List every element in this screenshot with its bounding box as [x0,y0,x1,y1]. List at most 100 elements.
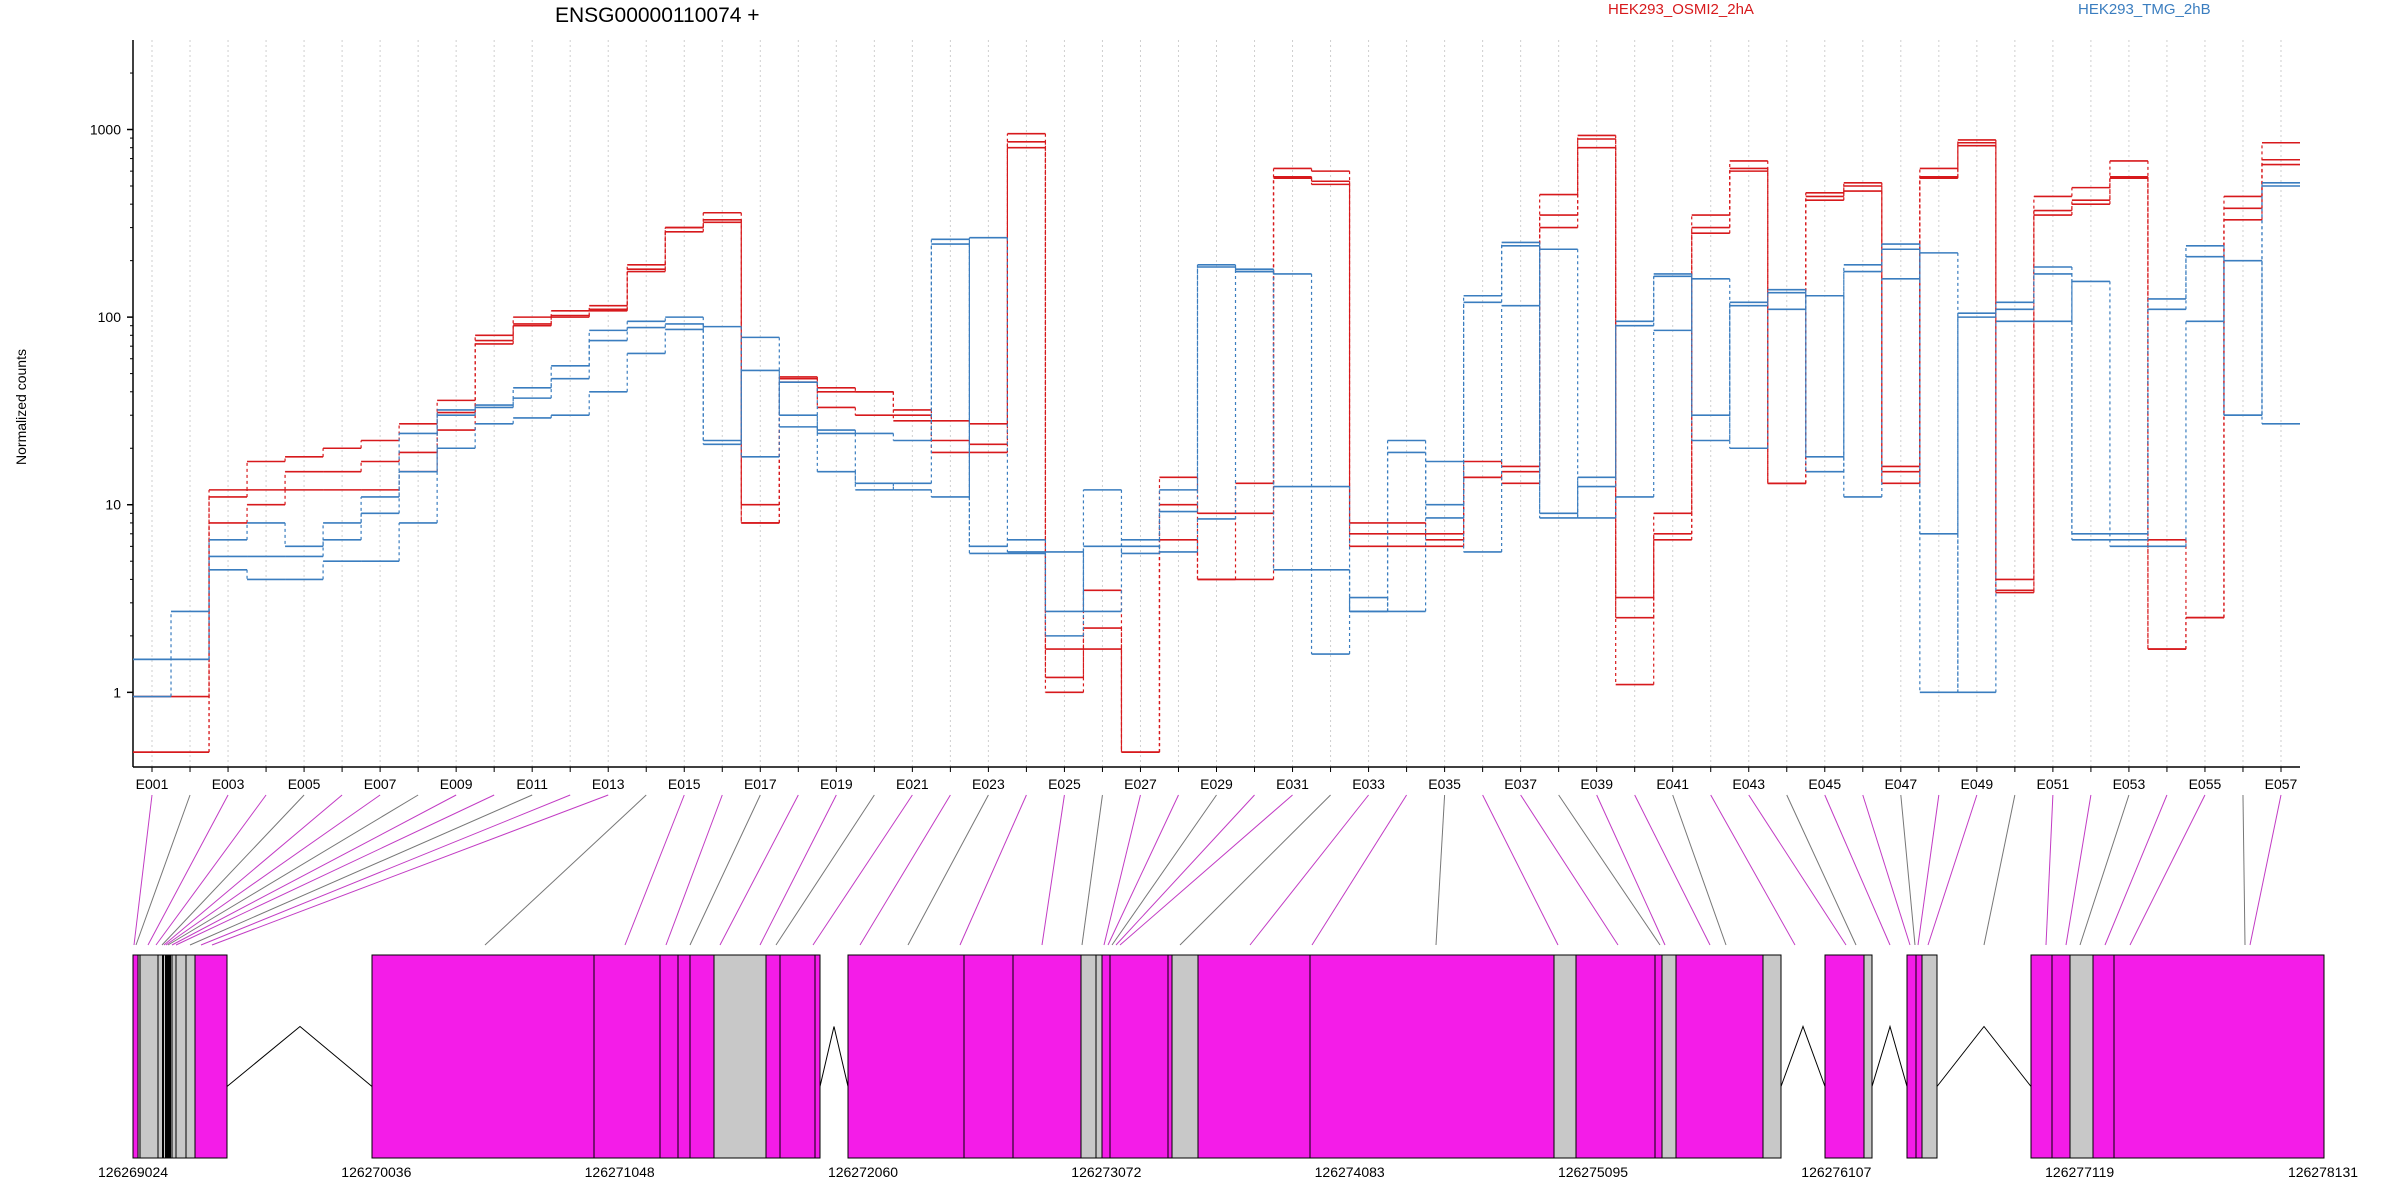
exon-block-untested [1863,954,1873,1159]
exon-connector [859,794,951,946]
genomic-position-label: 126274083 [1315,1164,1385,1180]
genomic-position-label: 126278131 [2288,1164,2358,1180]
exon-block-tested [779,954,816,1159]
exon-connector [1311,794,1408,946]
x-tick-label: E011 [516,776,548,792]
exon-block-tested [1654,954,1663,1159]
exon-block-untested [713,954,767,1159]
exon-block-untested [171,954,177,1159]
exon-connector [689,794,761,946]
y-tick-label: 1000 [90,122,121,138]
exon-block-tested [1309,954,1555,1159]
exon-connector [759,794,837,946]
genomic-position-label: 126276107 [1801,1164,1871,1180]
exon-connector [1786,794,1857,946]
exon-connector [2079,794,2130,946]
exon-connector [2104,794,2168,946]
exon-block-untested [185,954,196,1159]
genomic-position-label: 126270036 [341,1164,411,1180]
exon-connector [163,794,343,946]
exon-block-tested [847,954,965,1159]
x-tick-label: E051 [2037,776,2070,792]
x-tick-label: E053 [2113,776,2146,792]
exon-block-tested [2030,954,2053,1159]
exon-connector [171,794,457,946]
x-tick-label: E005 [288,776,321,792]
exon-block-untested [1080,954,1097,1159]
x-tick-label: E043 [1732,776,1765,792]
series-tmg-replicate [133,181,2300,698]
genomic-position-label: 126269024 [98,1164,168,1180]
x-tick-label: E003 [212,776,245,792]
exon-connector [1520,794,1619,946]
y-axis-label: Normalized counts [13,349,29,465]
exon-connector [1917,794,1940,946]
y-tick-label: 100 [98,309,122,325]
y-axis: 1 10 100 1000 [90,40,134,767]
exon-block-tested [1675,954,1764,1159]
genomic-position-axis: 126269024 126270036 126271048 126272060 1262… [98,1164,2358,1180]
x-tick-label: E013 [592,776,625,792]
exon-block-tested [2051,954,2071,1159]
x-tick-label: E031 [1276,776,1309,792]
genomic-position-label: 126271048 [585,1164,655,1180]
legend-series-osmi2: HEK293_OSMI2_2hA [1608,1,1754,18]
x-tick-label: E027 [1124,776,1157,792]
x-tick-label: E001 [136,776,169,792]
exon-connector [1900,794,1916,946]
exon-connector [1983,794,2016,946]
genomic-position-label: 126277119 [2045,1164,2114,1180]
exon-connector [1179,794,1331,946]
exon-block-tested [765,954,781,1159]
exon-connector [1119,794,1293,946]
x-tick-label: E041 [1656,776,1689,792]
exon-block-tested [659,954,679,1159]
exon-connector [812,794,913,946]
y-tick-label: 1 [113,684,121,700]
intron-line [1871,1024,1908,1087]
exon-block-tested [1012,954,1082,1159]
exon-connector [1634,794,1711,946]
x-tick-label: E021 [896,776,929,792]
exon-connector [1927,794,1978,946]
x-tick-label: E009 [440,776,473,792]
exon-connector [624,794,685,946]
exon-connector [1558,794,1661,946]
exon-connector [484,794,647,946]
series-lines [133,132,2300,753]
exon-block-tested [2113,954,2325,1159]
exon-connector [1482,794,1559,946]
exon-connector [1107,794,1179,946]
exon-connector [2249,794,2282,946]
exon-connector [1115,794,1255,946]
exon-block-tested [814,954,821,1159]
exon-block-tested [194,954,228,1159]
exon-block-untested [1762,954,1782,1159]
x-tick-label: E037 [1504,776,1537,792]
exon-connector [135,794,191,946]
exon-connector [165,794,381,946]
exon-block-tested [371,954,595,1159]
exon-connectors [133,794,2282,946]
x-tick-label: E007 [364,776,397,792]
exon-connector [719,794,799,946]
exon-block-untested [2069,954,2094,1159]
x-tick-label: E055 [2189,776,2222,792]
x-tick-label: E047 [1884,776,1917,792]
exon-block-untested [1553,954,1577,1159]
exon-block-untested [1095,954,1103,1159]
exon-connector [2129,794,2206,946]
exon-block-tested [689,954,715,1159]
exon-connector [1435,794,1446,946]
exon-connector [189,794,533,946]
exon-connector [133,794,153,946]
x-tick-label: E019 [820,776,853,792]
genomic-position-label: 126275095 [1558,1164,1628,1180]
exon-connector [1748,794,1847,946]
exon-connector [665,794,723,946]
exon-connector [1249,794,1369,946]
x-tick-label: E035 [1428,776,1461,792]
exon-block-tested [593,954,661,1159]
exon-block-tested [1915,954,1923,1159]
exon-connector [2065,794,2092,946]
